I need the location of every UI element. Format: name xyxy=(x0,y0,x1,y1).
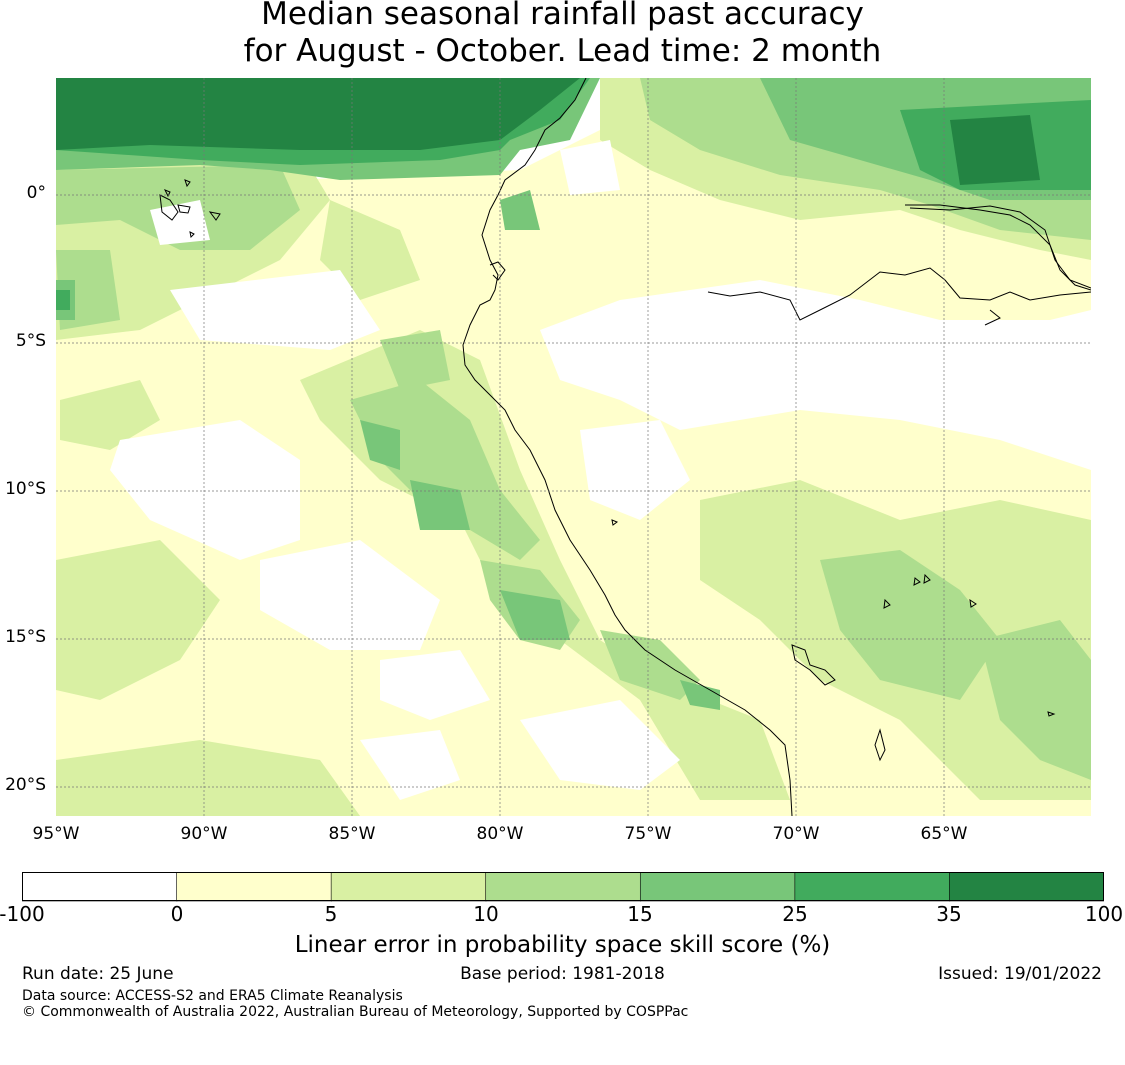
colorbar xyxy=(22,872,1104,902)
colorbar-tick: 10 xyxy=(473,902,499,926)
lon-label-75w: 75°W xyxy=(624,824,672,844)
galapagos-islands xyxy=(159,179,221,239)
base-period: Base period: 1981-2018 xyxy=(460,964,665,984)
lat-label-0: 0° xyxy=(26,183,46,203)
colorbar-tick: 100 xyxy=(1084,902,1124,926)
data-source: Data source: ACCESS-S2 and ERA5 Climate … xyxy=(22,988,403,1004)
coastline xyxy=(462,78,1091,816)
colorbar-label: Linear error in probability space skill … xyxy=(294,932,831,958)
colorbar-swatch xyxy=(22,872,178,902)
colorbar-swatch xyxy=(176,872,332,902)
skill-band-35-100 xyxy=(56,78,1040,185)
colorbar-tick: -100 xyxy=(0,902,45,926)
colorbar-swatch xyxy=(639,872,796,902)
lon-label-70w: 70°W xyxy=(772,824,820,844)
colorbar-tick: 35 xyxy=(936,902,962,926)
lon-label-85w: 85°W xyxy=(328,824,376,844)
lat-label-5s: 5°S xyxy=(15,331,46,351)
chart-title-line1: Median seasonal rainfall past accuracy xyxy=(261,0,864,32)
lon-label-95w: 95°W xyxy=(32,824,80,844)
colorbar-swatch xyxy=(949,872,1104,902)
lat-label-20s: 20°S xyxy=(5,775,46,795)
lon-label-90w: 90°W xyxy=(180,824,228,844)
lon-label-65w: 65°W xyxy=(920,824,968,844)
skill-band-below-0 xyxy=(110,140,1091,800)
lat-label-15s: 15°S xyxy=(5,627,46,647)
lon-label-80w: 80°W xyxy=(476,824,524,844)
copyright: © Commonwealth of Australia 2022, Austra… xyxy=(22,1004,689,1020)
issued-date: Issued: 19/01/2022 xyxy=(938,964,1102,984)
gridlines xyxy=(56,78,1091,816)
chart-title-line2: for August - October. Lead time: 2 month xyxy=(243,33,882,69)
colorbar-swatch xyxy=(330,872,487,902)
colorbar-tick: 0 xyxy=(170,902,184,926)
run-date: Run date: 25 June xyxy=(22,964,174,984)
colorbar-tick: 5 xyxy=(324,902,338,926)
lat-label-10s: 10°S xyxy=(5,479,46,499)
skill-map xyxy=(56,78,1091,816)
colorbar-tick: 25 xyxy=(782,902,808,926)
colorbar-swatch xyxy=(794,872,951,902)
colorbar-swatch xyxy=(485,872,642,902)
colorbar-tick: 15 xyxy=(627,902,653,926)
